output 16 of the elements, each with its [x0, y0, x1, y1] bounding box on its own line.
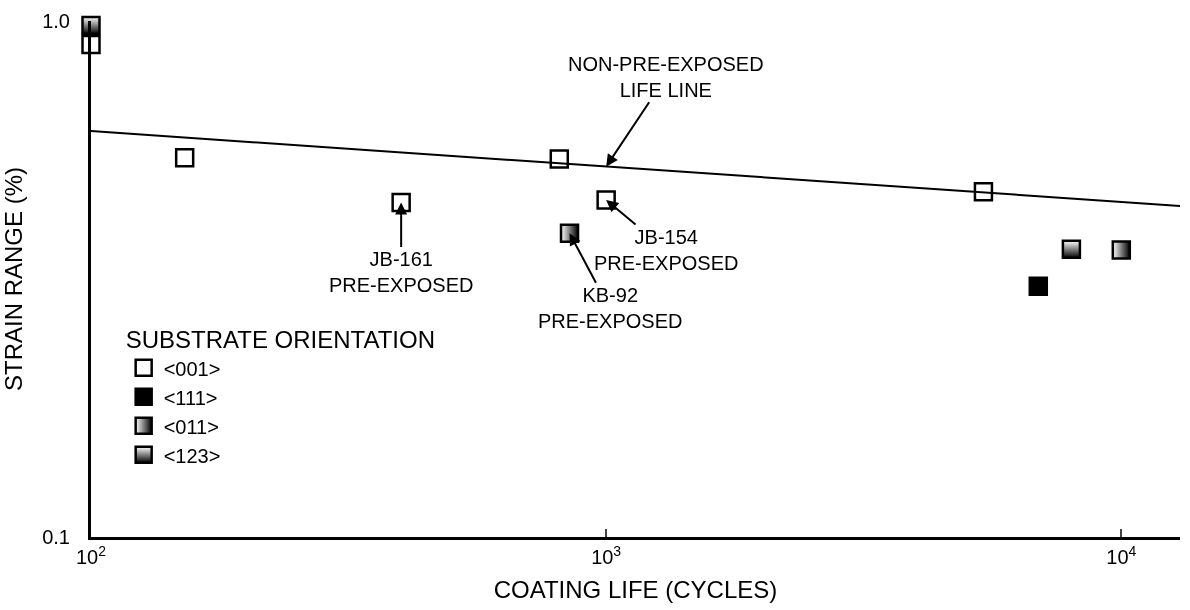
- y-tick-label: 1.0: [42, 10, 70, 32]
- legend-label: <111>: [163, 386, 218, 409]
- legend-title: SUBSTRATE ORIENTATION: [125, 326, 436, 354]
- x-tick-label: 10$^{2}$: [75, 542, 107, 568]
- annotation: JB-154 PRE-EXPOSED: [594, 226, 739, 274]
- x-axis-title: COATING LIFE (CYCLES): [493, 576, 778, 604]
- legend-label: <001>: [163, 357, 221, 380]
- x-tick-label: 10$^{4}$: [1106, 542, 1137, 568]
- annotation: JB-161 PRE-EXPOSED: [329, 248, 474, 296]
- x-tick-label: 10$^{3}$: [591, 542, 622, 568]
- annotation: KB-92 PRE-EXPOSED: [538, 284, 683, 332]
- legend-label: <123>: [163, 444, 221, 467]
- y-axis-title: STRAIN RANGE (%): [0, 166, 27, 392]
- legend-label: <011>: [163, 415, 219, 438]
- y-tick-label: 0.1: [42, 526, 70, 548]
- annotation: NON-PRE-EXPOSED LIFE LINE: [568, 53, 764, 101]
